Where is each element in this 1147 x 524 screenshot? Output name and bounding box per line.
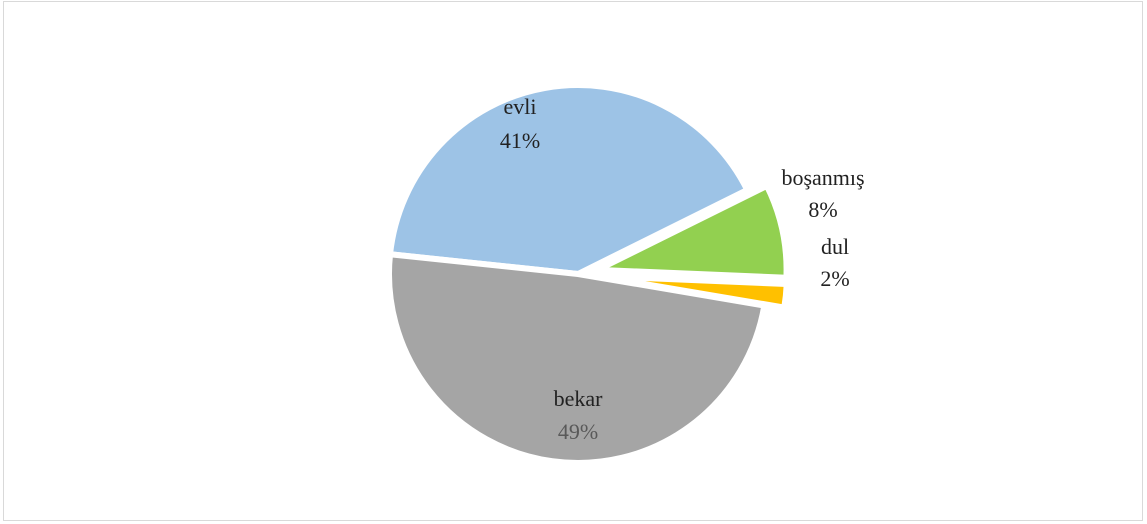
pie-slice-bekar <box>386 251 768 466</box>
slice-label-bekar: bekar <box>554 386 604 411</box>
pie-chart: evli 41% boşanmış 8% dul 2% bekar 49% <box>386 82 865 466</box>
slice-label-dul: dul <box>821 234 849 259</box>
slice-label-bosanmis: boşanmış <box>781 165 864 190</box>
slice-value-evli: 41% <box>500 128 540 153</box>
chart-area: evli 41% boşanmış 8% dul 2% bekar 49% <box>3 1 1143 521</box>
slice-value-bekar: 49% <box>558 419 598 444</box>
slice-label-evli: evli <box>504 94 537 119</box>
pie-slice-bosanms <box>594 182 790 281</box>
pie-slices <box>386 82 790 466</box>
pie-labels: evli 41% boşanmış 8% dul 2% bekar 49% <box>500 94 865 444</box>
slice-value-dul: 2% <box>820 266 849 291</box>
slice-value-bosanmis: 8% <box>808 197 837 222</box>
pie-slice-evli <box>387 82 751 277</box>
